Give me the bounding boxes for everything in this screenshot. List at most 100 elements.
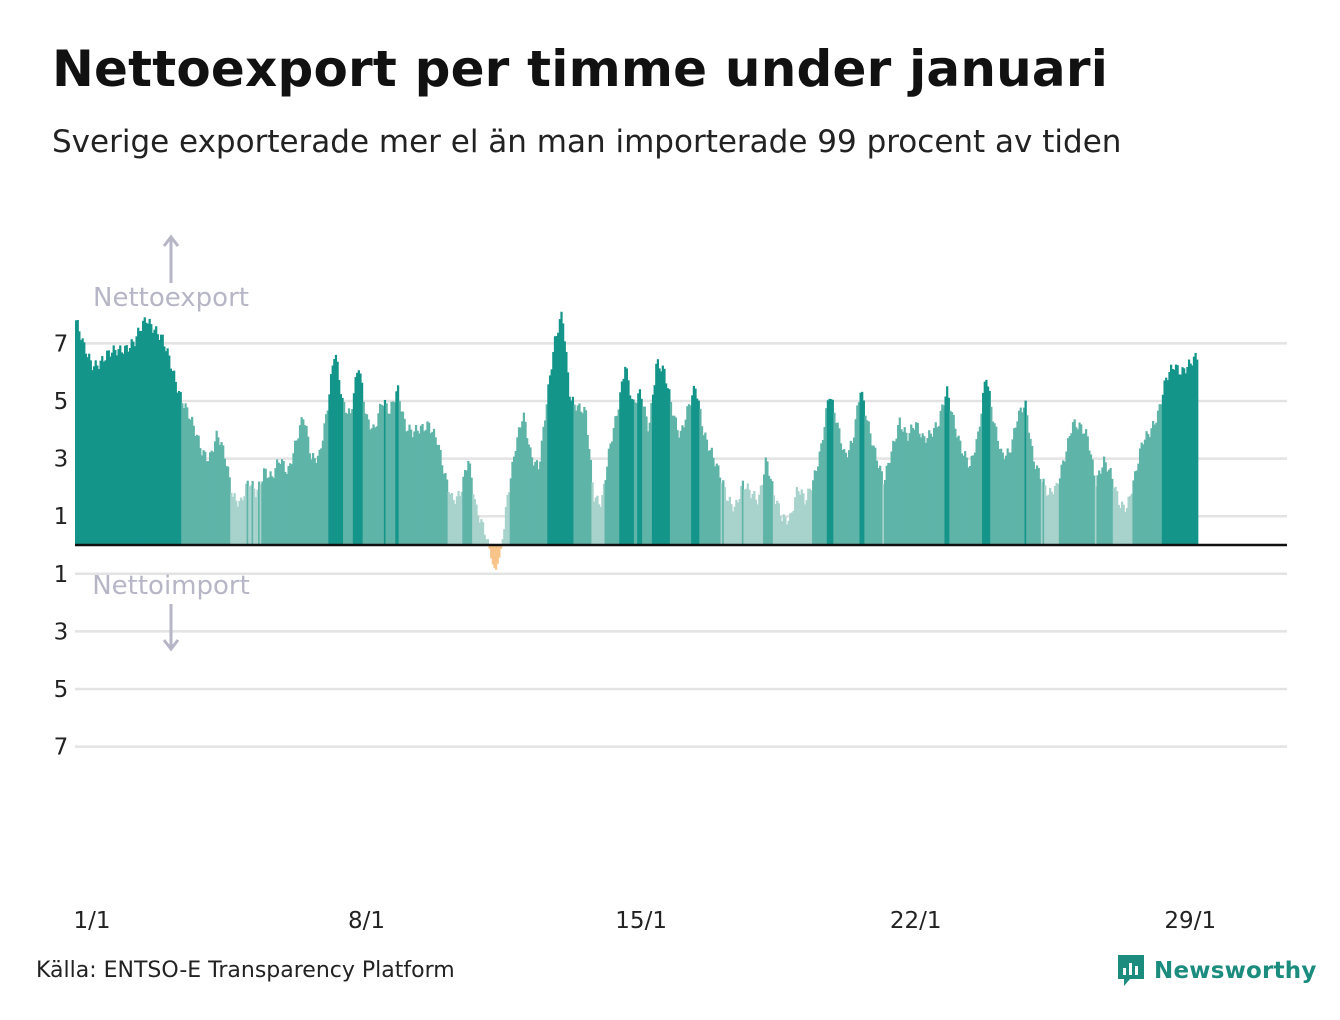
hour-bar bbox=[875, 460, 879, 545]
hour-bar bbox=[311, 453, 315, 545]
hour-bar bbox=[521, 421, 524, 545]
hour-bar bbox=[151, 332, 155, 545]
hour-bar bbox=[663, 368, 666, 545]
hour-bar bbox=[462, 476, 465, 545]
hour-bar bbox=[952, 414, 955, 545]
hour-bar bbox=[475, 504, 478, 545]
hour-bar bbox=[946, 386, 949, 545]
hour-bar bbox=[199, 448, 202, 545]
hour-bar bbox=[777, 503, 780, 545]
hour-bar bbox=[418, 433, 421, 545]
hour-bar bbox=[1191, 365, 1194, 545]
hour-bar bbox=[1083, 433, 1086, 545]
hour-bar bbox=[606, 466, 609, 545]
hour-bar bbox=[1021, 412, 1024, 545]
hour-bar bbox=[1086, 436, 1089, 545]
hour-bar bbox=[578, 403, 581, 545]
data-series bbox=[75, 311, 1199, 570]
hour-bar bbox=[890, 451, 893, 545]
hour-bar bbox=[99, 360, 102, 545]
hour-bar bbox=[882, 484, 885, 545]
hour-bar bbox=[328, 394, 331, 545]
hour-bar bbox=[911, 427, 914, 545]
hour-bar bbox=[225, 465, 228, 545]
hour-bar bbox=[395, 391, 398, 545]
hour-bar bbox=[588, 448, 591, 545]
hour-bar bbox=[122, 353, 125, 545]
hour-bar bbox=[748, 489, 751, 545]
hour-bar bbox=[1073, 419, 1076, 545]
chart-subtitle: Sverige exporterade mer el än man import… bbox=[52, 124, 1122, 160]
hour-bar bbox=[153, 329, 156, 545]
hour-bar bbox=[615, 415, 619, 545]
hour-bar bbox=[1134, 471, 1137, 545]
hour-bar bbox=[315, 463, 318, 545]
hour-bar bbox=[231, 496, 235, 545]
hour-bar bbox=[965, 457, 968, 545]
hour-bar bbox=[870, 445, 874, 545]
hour-bar bbox=[962, 455, 965, 545]
hour-bar bbox=[789, 513, 792, 545]
hour-bar bbox=[509, 478, 512, 545]
hour-bar bbox=[292, 453, 295, 545]
hour-bar bbox=[1169, 364, 1173, 545]
hour-bar bbox=[249, 485, 253, 545]
hour-bar bbox=[643, 406, 646, 545]
hour-bar bbox=[772, 495, 776, 545]
hour-bar bbox=[1189, 363, 1192, 545]
hour-bar bbox=[204, 451, 207, 545]
hour-bar bbox=[359, 373, 362, 545]
hour-bar bbox=[233, 493, 236, 545]
hour-bar bbox=[127, 351, 130, 545]
hour-bar bbox=[401, 411, 405, 545]
hour-bar bbox=[604, 480, 607, 545]
hour-bar bbox=[700, 426, 704, 545]
hour-bar bbox=[687, 404, 691, 545]
hour-bar bbox=[526, 438, 529, 545]
hour-bar bbox=[101, 356, 104, 545]
hour-bar bbox=[553, 336, 557, 545]
hour-bar bbox=[228, 477, 231, 545]
hour-bar bbox=[1039, 479, 1042, 545]
hour-bar bbox=[135, 336, 138, 545]
hour-bar bbox=[727, 501, 730, 545]
hour-bar bbox=[640, 398, 643, 545]
annotations: Nettoexport Nettoimport bbox=[92, 234, 250, 652]
hour-bar bbox=[516, 437, 519, 545]
hour-bar bbox=[220, 442, 223, 545]
hour-bar bbox=[1132, 480, 1135, 545]
hour-bar bbox=[436, 444, 439, 545]
hour-bar bbox=[993, 423, 996, 545]
hour-bar bbox=[892, 440, 895, 545]
hour-bar bbox=[880, 471, 883, 545]
hour-bar bbox=[986, 386, 990, 545]
hour-bar bbox=[251, 481, 254, 545]
hour-bar bbox=[212, 451, 215, 545]
hour-bar bbox=[370, 428, 374, 545]
hour-bar bbox=[431, 431, 434, 545]
hour-bar bbox=[1053, 485, 1057, 545]
hour-bar bbox=[444, 473, 447, 545]
hour-bar bbox=[102, 361, 106, 545]
hour-bar bbox=[450, 493, 454, 545]
hour-bar bbox=[883, 480, 887, 545]
hour-bar bbox=[715, 463, 718, 545]
y-tick-label: 5 bbox=[54, 389, 69, 415]
hour-bar bbox=[414, 425, 418, 545]
hour-bar bbox=[1080, 424, 1083, 545]
hour-bar bbox=[1107, 469, 1111, 545]
hour-bar bbox=[405, 431, 408, 545]
hour-bar bbox=[1119, 507, 1122, 545]
hour-bar bbox=[779, 515, 782, 545]
hour-bar bbox=[803, 504, 807, 545]
hour-bar bbox=[246, 480, 249, 545]
hour-bar bbox=[1063, 461, 1066, 545]
hour-bar bbox=[400, 411, 403, 545]
hour-bar bbox=[459, 496, 462, 545]
hour-bar bbox=[179, 392, 182, 545]
hour-bar bbox=[1184, 373, 1187, 545]
hour-bar bbox=[416, 430, 419, 545]
hour-bar bbox=[990, 406, 993, 545]
hour-bar bbox=[84, 353, 88, 545]
hour-bar bbox=[576, 405, 579, 545]
